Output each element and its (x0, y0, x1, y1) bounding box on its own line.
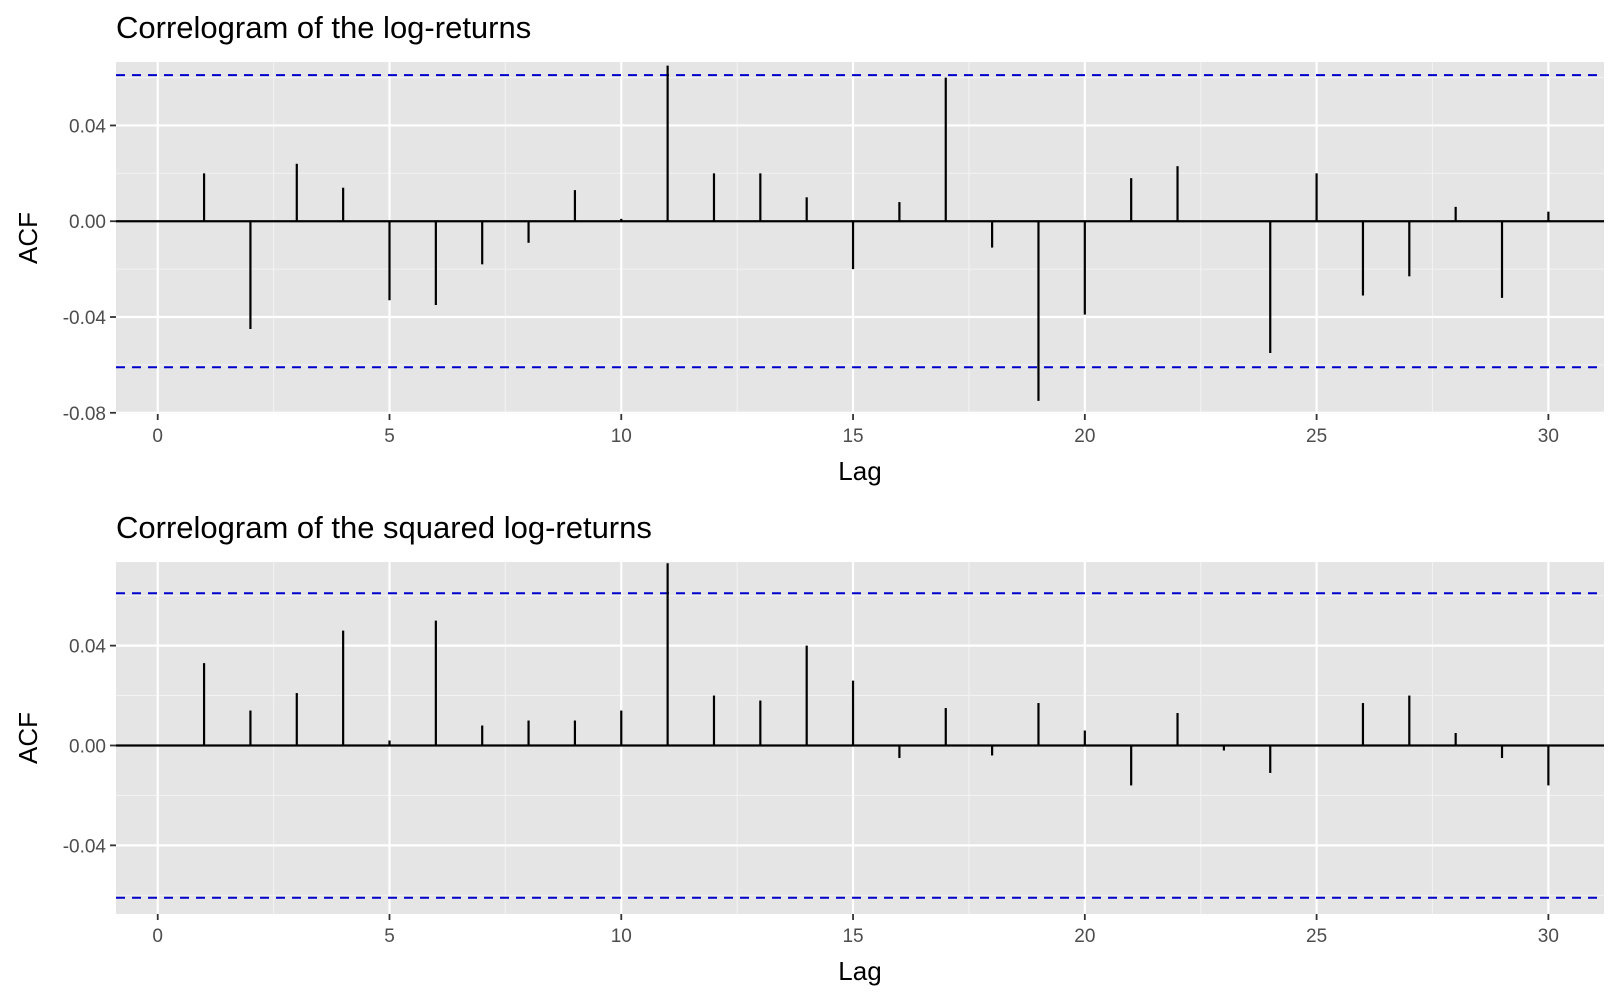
x-tick-label: 20 (1074, 426, 1095, 447)
x-tick-label: 15 (842, 926, 863, 947)
chart-title: Correlogram of the log-returns (116, 10, 531, 45)
y-axis-title: ACF (13, 212, 43, 264)
x-axis-title: Lag (838, 956, 881, 986)
y-tick-label: 0.04 (69, 116, 106, 137)
x-tick-label: 5 (384, 426, 395, 447)
x-tick-label: 20 (1074, 926, 1095, 947)
x-tick-label: 10 (611, 926, 632, 947)
x-tick-label: 30 (1538, 426, 1559, 447)
x-axis-ticks: 0 5 10 15 20 25 30 (152, 414, 1559, 447)
x-tick-label: 10 (611, 426, 632, 447)
y-tick-label: 0.04 (69, 637, 106, 658)
x-tick-label: 30 (1538, 926, 1559, 947)
acf-panel-log-returns: Correlogram of the log-returns -0.08-0.0… (13, 10, 1604, 486)
confidence-bounds (116, 74, 1604, 369)
plot-background (116, 562, 1604, 914)
y-axis-ticks: -0.08 -0.04 0.00 0.04 (63, 116, 116, 425)
x-tick-label: 0 (152, 926, 163, 947)
acf-bars (202, 563, 1550, 786)
x-tick-label: 0 (152, 426, 163, 447)
x-tick-label: 25 (1306, 926, 1327, 947)
chart-title: Correlogram of the squared log-returns (116, 510, 652, 545)
y-tick-label: -0.04 (63, 308, 107, 329)
x-tick-label: 15 (842, 426, 863, 447)
y-tick-label: 0.00 (69, 212, 106, 233)
y-axis-ticks: -0.04 0.00 0.04 (63, 637, 116, 857)
acf-bars (202, 65, 1550, 401)
x-tick-label: 5 (384, 926, 395, 947)
plot-background (116, 62, 1604, 414)
acf-panel-squared-log-returns: Correlogram of the squared log-returns -… (13, 510, 1604, 986)
x-axis-ticks: 0 5 10 15 20 25 30 (152, 914, 1559, 947)
y-axis-title: ACF (13, 712, 43, 764)
confidence-bounds (116, 592, 1604, 899)
y-tick-label: -0.08 (63, 404, 106, 425)
y-tick-label: -0.04 (63, 836, 107, 857)
x-tick-label: 25 (1306, 426, 1327, 447)
y-tick-label: 0.00 (69, 736, 106, 757)
x-axis-title: Lag (838, 456, 881, 486)
